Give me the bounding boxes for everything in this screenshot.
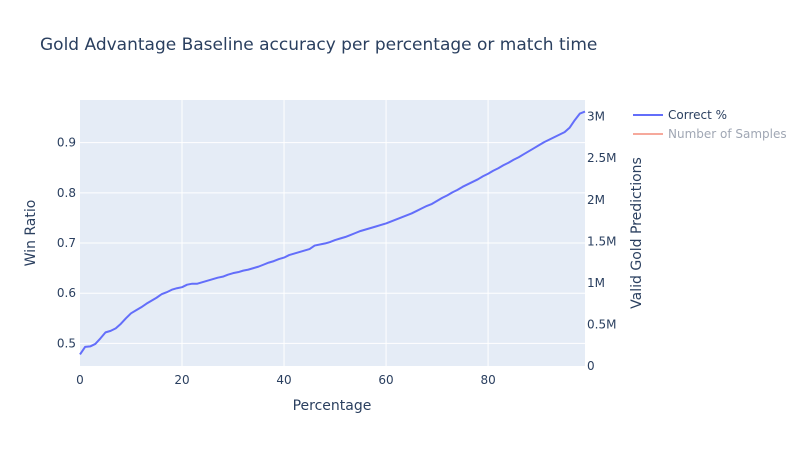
plot-background [80, 100, 585, 366]
series-line-correct [79, 110, 586, 356]
y2-tick-label: 2M [587, 193, 605, 207]
legend-item-correct[interactable]: Correct % [633, 108, 727, 122]
x-tick-label: 0 [76, 373, 84, 387]
series-layer [79, 110, 586, 356]
chart-title: Gold Advantage Baseline accuracy per per… [40, 35, 597, 55]
y2-tick-label: 1.5M [587, 234, 616, 248]
y-axis-title: Win Ratio [23, 200, 39, 267]
x-tick-label: 40 [276, 373, 291, 387]
x-axis-title: Percentage [293, 398, 372, 414]
legend: Correct % Number of Samples [633, 108, 787, 141]
y2-tick-label: 0 [587, 359, 595, 373]
x-tick-label: 60 [378, 373, 393, 387]
y-axis-ticks: 0.5 0.6 0.7 0.8 0.9 [57, 136, 76, 351]
y2-tick-label: 0.5M [587, 317, 616, 331]
x-tick-label: 80 [480, 373, 495, 387]
legend-label-correct: Correct % [668, 108, 727, 122]
y-tick-label: 0.9 [57, 136, 76, 150]
legend-label-samples: Number of Samples [668, 127, 787, 141]
y2-tick-label: 3M [587, 110, 605, 124]
y2-tick-label: 2.5M [587, 151, 616, 165]
y2-tick-label: 1M [587, 276, 605, 290]
x-axis-ticks: 0 20 40 60 80 [76, 373, 496, 387]
legend-item-samples[interactable]: Number of Samples [633, 127, 787, 141]
y-tick-label: 0.5 [57, 336, 76, 350]
y-tick-label: 0.6 [57, 286, 76, 300]
y2-axis-ticks: 0 0.5M 1M 1.5M 2M 2.5M 3M [587, 110, 616, 373]
y-tick-label: 0.7 [57, 236, 76, 250]
y-tick-label: 0.8 [57, 186, 76, 200]
y2-axis-title: Valid Gold Predictions [629, 157, 645, 309]
x-tick-label: 20 [174, 373, 189, 387]
